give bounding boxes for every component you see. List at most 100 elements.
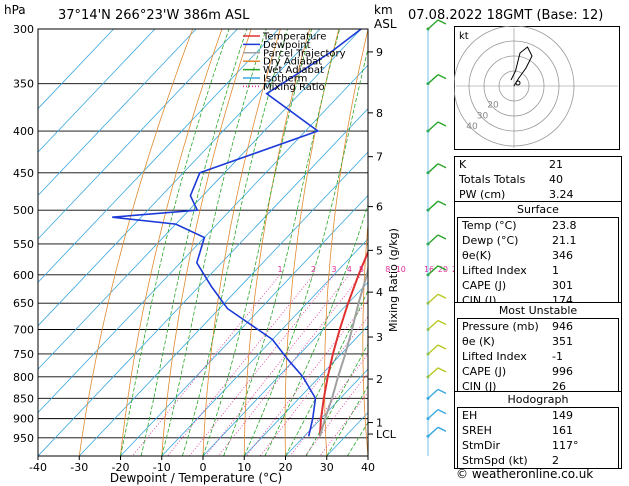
most-unstable-value: 946	[552, 320, 573, 333]
surface-value: 21.1	[552, 234, 577, 247]
wet-adiabat-line	[140, 29, 248, 456]
hodograph-param-key: SREH	[462, 424, 492, 437]
mixing-ratio-line	[259, 316, 368, 456]
temperature-tick-label: 30	[320, 461, 334, 474]
surface-row: Dewp (°C) 21.1	[458, 233, 618, 248]
wind-barb-flag	[437, 19, 447, 25]
pressure-tick-label: 500	[13, 204, 34, 217]
pressure-tick-label: 450	[13, 167, 34, 180]
wind-barb-staff	[427, 163, 439, 174]
surface-value: 1	[552, 264, 559, 277]
legend-label: Wet Adiabat	[263, 65, 324, 76]
wind-barb-staff	[427, 19, 439, 30]
background-lines	[38, 29, 454, 456]
wet-adiabat-line	[182, 29, 288, 456]
wind-barb-icon	[426, 367, 447, 379]
isotherm-line	[161, 238, 368, 456]
hpa-unit-label: hPa	[4, 3, 26, 17]
temperature-tick-label: 0	[200, 461, 207, 474]
mixing-ratio-line	[218, 274, 362, 456]
mixing-ratio-tick-label: 8	[385, 265, 390, 274]
hodograph-param-value: 117°	[552, 439, 579, 452]
wet-adiabat-line	[161, 29, 267, 456]
temperature-tick-label: 10	[237, 461, 251, 474]
wind-barb-flag	[437, 234, 447, 240]
dewpoint-profile-line	[112, 29, 362, 437]
km-tick-label: 6	[376, 201, 383, 214]
wind-barb-flag	[437, 265, 447, 271]
surface-row: θe(K) 346	[458, 248, 618, 263]
wind-barb-staff	[427, 121, 439, 132]
most-unstable-row: Pressure (mb) 946	[458, 319, 618, 334]
legend-label: Temperature	[262, 32, 326, 43]
hodograph-ring-label: 20	[487, 101, 499, 111]
hodograph-param-row: EH 149	[458, 408, 618, 423]
skewt-chart: 1234581016202530035040045050055060065070…	[13, 19, 454, 485]
temperature-tick-label: 20	[279, 461, 293, 474]
isotherm-line	[38, 29, 114, 110]
hodograph-table-panel: Hodograph EH 149 SREH 161 StmDir 117° StmSpd (…	[454, 391, 622, 469]
mixing-ratio-axis-label: Mixing Ratio (g/kg)	[387, 228, 400, 332]
km-tick-label: 4	[376, 286, 383, 299]
mixing-ratio-tick-label: 5	[359, 265, 364, 274]
wet-adiabat-line	[285, 289, 368, 456]
km-tick-label: 9	[376, 46, 383, 59]
pressure-tick-label: 750	[13, 348, 34, 361]
wind-barb-staff	[427, 293, 439, 304]
storm-motion-marker	[515, 80, 521, 86]
isotherm-line	[38, 64, 368, 414]
pressure-tick-label: 650	[13, 297, 34, 310]
hodograph-param-row: StmDir 117°	[458, 438, 618, 453]
isotherm-line	[38, 29, 321, 327]
wind-barb-icon	[426, 344, 447, 356]
hodograph-param-row: StmSpd (kt) 2	[458, 453, 618, 468]
wind-barb-flag	[437, 426, 447, 432]
index-key: PW (cm)	[459, 188, 506, 201]
km-tick-label: 2	[376, 373, 383, 386]
hodograph-param-value: 149	[552, 409, 573, 422]
isotherm-line	[38, 29, 279, 283]
surface-row: Lifted Index 1	[458, 263, 618, 278]
hodograph-param-value: 2	[552, 454, 559, 467]
most-unstable-key: CIN (J)	[462, 380, 497, 393]
most-unstable-key: CAPE (J)	[462, 365, 507, 378]
hodograph-param-value: 161	[552, 424, 573, 437]
temperature-tick-label: -40	[29, 461, 47, 474]
most-unstable-title: Most Unstable	[498, 304, 578, 317]
most-unstable-value: 26	[552, 380, 566, 393]
wind-barb-icon	[426, 19, 447, 31]
pressure-tick-label: 850	[13, 392, 34, 405]
wind-barb-staff	[427, 74, 439, 85]
legend-label: Parcel Trajectory	[263, 48, 346, 59]
dry-adiabat-line	[436, 29, 454, 456]
wind-barb-icon	[426, 74, 447, 86]
index-key: Totals Totals	[459, 173, 526, 186]
km-tick-label: 8	[376, 107, 383, 120]
wind-barb-flag	[437, 344, 447, 350]
wind-barb-icon	[426, 234, 447, 246]
surface-row: CAPE (J) 301	[458, 278, 618, 293]
temperature-tick-label: -10	[153, 461, 171, 474]
pressure-tick-label: 800	[13, 371, 34, 384]
km-tick-label: 1	[376, 417, 383, 430]
surface-key: CAPE (J)	[462, 279, 507, 292]
indices-list: K 21 Totals Totals 40 PW (cm) 3.24	[455, 157, 621, 202]
wind-barb-flag	[437, 121, 447, 127]
surface-panel: Surface Temp (°C) 23.8 Dewp (°C) 21.1 θe(K) 3…	[454, 201, 622, 307]
wind-barb-flag	[437, 367, 447, 373]
wind-barbs	[426, 19, 447, 456]
surface-row: Temp (°C) 23.8	[458, 218, 618, 233]
datetime-title: 07.08.2022 18GMT (Base: 12)	[408, 8, 604, 23]
isotherm-line	[409, 29, 454, 456]
mixing-ratio-tick-label: 1	[277, 265, 282, 274]
axes: 1234581016202530035040045050055060065070…	[13, 23, 454, 474]
wind-barb-icon	[426, 163, 447, 175]
hodograph-ring-label: 40	[466, 122, 478, 132]
surface-value: 301	[552, 279, 573, 292]
wet-adiabat-line	[264, 203, 368, 456]
pressure-tick-label: 950	[13, 432, 34, 445]
most-unstable-value: -1	[552, 350, 563, 363]
pressure-tick-label: 700	[13, 324, 34, 337]
temperature-tick-label: 40	[361, 461, 375, 474]
